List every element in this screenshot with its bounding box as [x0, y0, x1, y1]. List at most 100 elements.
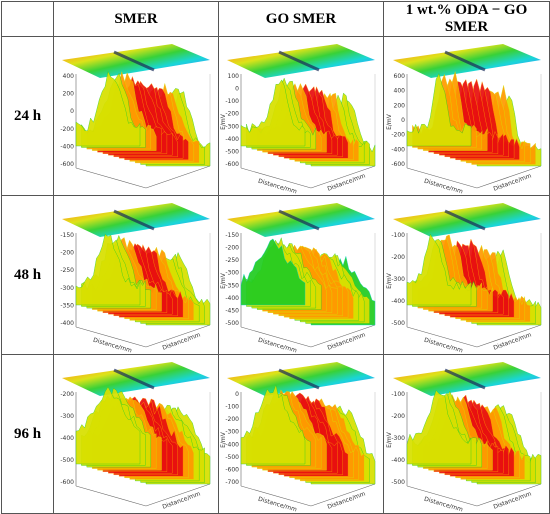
z-tick-label: -100: [225, 98, 239, 105]
z-tick-label: -500: [60, 457, 74, 464]
x-axis: [75, 326, 147, 348]
z-tick-label: -500: [225, 320, 239, 327]
z-tick-label: -200: [225, 416, 239, 423]
panel-cell: 100 0 -100 -200 -300 -400 -500 -600 E/mV Distance…: [218, 36, 384, 196]
surface-strip: [240, 79, 306, 147]
scratch-line: [278, 368, 320, 390]
surface-strip: [406, 72, 471, 147]
x-axis: [240, 485, 312, 507]
potential-map-3d: 0 -100 -200 -300 -400 -500 -600 -700 E/mV Distanc…: [220, 362, 376, 512]
scratch-line: [113, 50, 155, 72]
surface-strip: [240, 238, 306, 306]
z-tick-label: 0: [235, 86, 239, 93]
z-tick-label: -200: [225, 111, 239, 118]
z-tick-label: -600: [60, 161, 74, 168]
x-axis-label: Distance/mm: [257, 178, 297, 194]
panel-cell: -200 -300 -400 -500 -600 Distance/mm: [53, 354, 219, 514]
z-tick-label: 0: [70, 108, 74, 115]
panel-cell: 0 -100 -200 -300 -400 -500 -600 -700 E/mV Distanc…: [218, 354, 384, 514]
panel-cell: 600 400 200 0 -200 -400 -600 E/mV Distance/mm Dis…: [383, 36, 550, 196]
z-tick-label: -200: [391, 413, 405, 420]
panel-cell: -100 -200 -300 -400 -500 E/mV Distance/mm Dista…: [383, 354, 550, 514]
row-header-48h: 48 h: [1, 195, 54, 355]
z-tick-label: -300: [225, 123, 239, 130]
z-tick-label: 600: [393, 73, 405, 80]
x-axis: [406, 485, 477, 507]
row-96h: 96 h -200 -300 -400 -500 -600 Distance/mm 0 -1…: [1, 354, 550, 514]
x-axis: [406, 167, 477, 189]
scratch-line: [113, 209, 155, 231]
z-tick-label: -400: [60, 143, 74, 150]
potential-map-3d: 400 200 0 -200 -400 -600: [60, 44, 211, 189]
z-tick-label: -400: [391, 146, 405, 153]
z-tick-label: -600: [60, 479, 74, 486]
row-header-96h: 96 h: [1, 354, 54, 514]
z-tick-label: -400: [225, 441, 239, 448]
x-axis-label: Distance/mm: [423, 178, 463, 194]
z-tick-label: -200: [391, 132, 405, 139]
z-tick-label: -200: [60, 250, 74, 257]
z-tick-label: -200: [60, 126, 74, 133]
panel-cell: -150 -200 -250 -300 -350 -400 -450 -500 E/mV Dist…: [218, 195, 384, 355]
column-header-smer: SMER: [53, 1, 219, 37]
surface-strip: [75, 233, 141, 306]
surface-strip: [75, 70, 141, 147]
scratch-line: [278, 50, 320, 72]
y-axis: [476, 324, 541, 348]
scratch-line: [443, 209, 486, 231]
potential-map-3d: -150 -200 -250 -300 -350 -400 -450 -500 E/mV Dist…: [220, 203, 376, 353]
z-tick-label: -600: [225, 161, 239, 168]
z-tick-label: -400: [225, 295, 239, 302]
x-axis-label: Distance/mm: [257, 496, 297, 512]
x-axis-label: Distance/mm: [257, 337, 297, 353]
surface-strip: [406, 390, 471, 465]
y-axis: [145, 324, 211, 348]
z-tick-label: -100: [391, 232, 405, 239]
z-tick-label: -500: [391, 320, 405, 327]
z-axis-label: E/mV: [386, 272, 393, 289]
z-tick-label: -400: [60, 320, 74, 327]
x-axis: [406, 326, 477, 348]
y-axis: [310, 483, 376, 507]
z-tick-label: -450: [225, 307, 239, 314]
z-tick-label: -150: [60, 232, 74, 239]
z-tick-label: 200: [63, 91, 75, 98]
z-tick-label: 400: [393, 88, 405, 95]
y-axis: [476, 165, 541, 189]
z-axis-label: E/mV: [220, 272, 227, 289]
column-header-oda-go-smer: 1 wt.% ODA − GO SMER: [383, 1, 550, 37]
scratch-line: [443, 50, 486, 72]
y-axis: [476, 483, 541, 507]
z-tick-label: -100: [225, 404, 239, 411]
z-tick-label: -400: [391, 298, 405, 305]
z-tick-label: -300: [391, 276, 405, 283]
scratch-line: [113, 368, 155, 390]
z-axis-label: E/mV: [220, 431, 227, 448]
corner-cell: [1, 1, 54, 37]
z-tick-label: -150: [225, 232, 239, 239]
z-tick-label: -300: [60, 285, 74, 292]
z-tick-label: 0: [401, 117, 405, 124]
z-tick-label: 0: [235, 391, 239, 398]
z-tick-label: -300: [225, 270, 239, 277]
z-axis-label: E/mV: [220, 113, 227, 130]
z-tick-label: -500: [225, 148, 239, 155]
z-axis-label: E/mV: [386, 113, 393, 130]
scratch-line: [443, 368, 486, 390]
z-tick-label: -400: [225, 136, 239, 143]
z-axis-label: E/mV: [386, 431, 393, 448]
y-axis: [145, 165, 211, 189]
z-tick-label: -600: [391, 161, 405, 168]
column-header-go-smer: GO SMER: [218, 1, 384, 37]
x-axis-label: Distance/mm: [92, 337, 132, 353]
z-tick-label: -200: [391, 254, 405, 261]
header-row: SMER GO SMER 1 wt.% ODA − GO SMER: [1, 1, 550, 37]
z-tick-label: -350: [225, 282, 239, 289]
surface-strip: [406, 233, 471, 306]
z-tick-label: -500: [391, 479, 405, 486]
y-axis: [145, 483, 211, 507]
x-axis: [75, 485, 147, 507]
